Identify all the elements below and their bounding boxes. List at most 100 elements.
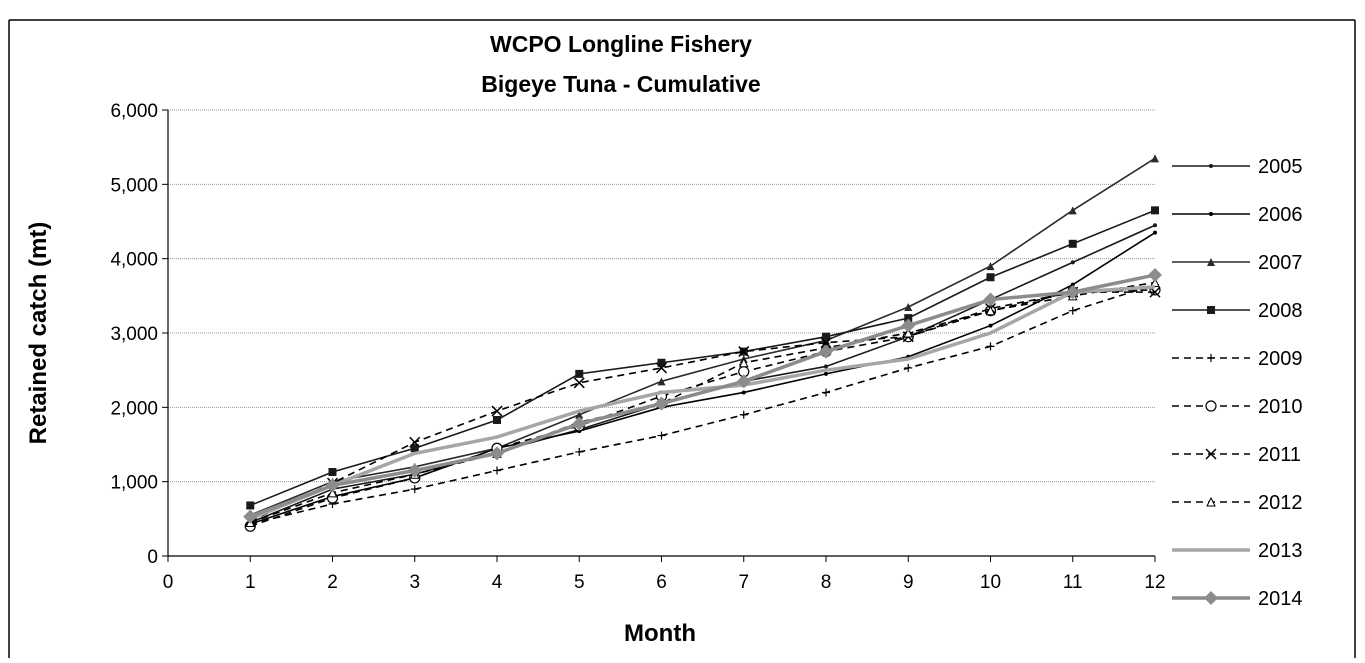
data-point — [904, 302, 913, 311]
legend-item-2008: 2008 — [1172, 300, 1303, 322]
data-point — [901, 318, 916, 333]
data-point — [1068, 239, 1077, 248]
data-point — [575, 410, 584, 419]
data-point — [1205, 400, 1217, 412]
data-point — [988, 323, 993, 328]
data-point — [493, 466, 501, 475]
data-point — [736, 374, 751, 389]
x-tick-label: 2 — [327, 572, 338, 593]
data-point — [575, 369, 584, 378]
data-point — [1207, 258, 1215, 266]
x-tick-labels: 0 1 2 3 4 5 6 7 8 9 10 11 12 — [163, 572, 1166, 593]
data-point — [657, 377, 666, 386]
legend-item-2009: 2009 — [1172, 348, 1303, 370]
series-line — [249, 281, 1156, 524]
x-tick-label: 9 — [903, 572, 914, 593]
axes — [162, 109, 1156, 562]
data-point — [822, 332, 830, 341]
legend-item-2007: 2007 — [1172, 252, 1303, 274]
chart-title-line-2: Bigeye Tuna - Cumulative — [481, 71, 760, 97]
data-point — [983, 292, 998, 307]
x-tick-label: 6 — [656, 572, 667, 593]
series-2005 — [248, 223, 1157, 525]
data-point — [325, 478, 340, 493]
data-point — [657, 358, 666, 367]
data-point — [986, 262, 995, 271]
data-point — [1153, 223, 1157, 228]
x-tick-label: 5 — [574, 572, 585, 593]
data-point — [741, 390, 746, 395]
x-tick-label: 3 — [409, 572, 420, 593]
series-2013 — [249, 285, 1156, 521]
data-point — [1206, 496, 1216, 507]
data-point — [491, 405, 503, 417]
series-line — [249, 285, 1156, 521]
legend-label: 2005 — [1258, 156, 1303, 178]
legend-label: 2012 — [1258, 492, 1303, 514]
data-point — [1205, 448, 1217, 460]
series-line — [249, 231, 1156, 525]
data-point — [410, 485, 419, 494]
data-point — [1065, 285, 1080, 300]
data-point — [738, 357, 749, 368]
data-point — [738, 346, 750, 358]
data-point — [822, 388, 830, 397]
data-point — [572, 416, 587, 431]
x-tick-label: 7 — [738, 572, 749, 593]
gridlines — [168, 109, 1155, 483]
x-tick-label: 4 — [492, 572, 503, 593]
data-point — [903, 327, 914, 338]
data-point — [654, 396, 669, 411]
x-tick-label: 0 — [163, 572, 174, 593]
series-lines — [243, 154, 1162, 532]
legend-label: 2013 — [1258, 540, 1303, 562]
data-point — [739, 410, 748, 419]
data-point — [490, 446, 504, 461]
data-point — [824, 364, 828, 369]
data-point — [1150, 277, 1160, 287]
legend-item-2013: 2013 — [1172, 540, 1303, 562]
series-line — [249, 289, 1156, 528]
series-line — [249, 273, 1156, 519]
data-point — [1151, 154, 1159, 163]
data-point — [820, 337, 832, 349]
data-point — [327, 487, 338, 498]
x-tick-label: 11 — [1063, 572, 1083, 593]
legend-item-2010: 2010 — [1172, 396, 1303, 418]
data-point — [819, 344, 833, 359]
data-point — [985, 305, 996, 316]
legend-label: 2006 — [1258, 204, 1303, 226]
x-tick-label: 10 — [980, 572, 1001, 593]
data-point — [1153, 230, 1157, 235]
data-point — [410, 444, 419, 453]
legend-item-2006: 2006 — [1172, 204, 1303, 226]
x-tick-label: 8 — [821, 572, 832, 593]
data-point — [573, 377, 585, 389]
series-2011 — [244, 286, 1161, 527]
y-tick-label: 3,000 — [110, 324, 158, 345]
y-axis-title: Retained catch (mt) — [25, 222, 52, 445]
data-point — [1209, 164, 1213, 168]
legend-label: 2014 — [1258, 588, 1303, 610]
legend-item-2011: 2011 — [1172, 444, 1301, 466]
data-point — [1068, 306, 1077, 315]
legend-label: 2010 — [1258, 396, 1303, 418]
data-point — [657, 431, 666, 440]
data-point — [1209, 212, 1213, 216]
y-tick-label: 4,000 — [110, 250, 158, 271]
data-point — [1207, 306, 1215, 314]
data-point — [246, 501, 255, 510]
y-tick-label: 2,000 — [110, 398, 158, 419]
x-axis-title: Month — [624, 620, 696, 647]
x-tick-label: 1 — [245, 572, 256, 593]
data-point — [243, 509, 258, 524]
chart-title-line-1: WCPO Longline Fishery — [490, 31, 752, 57]
y-tick-label: 1,000 — [110, 473, 158, 494]
data-point — [1204, 591, 1218, 605]
series-line — [249, 157, 1156, 516]
data-point — [328, 468, 337, 477]
legend-label: 2011 — [1258, 444, 1301, 466]
series-2014 — [243, 268, 1162, 524]
legend: 2005 2006 2007 2008 2009 2010 2011 2012 2013 2014 — [1172, 156, 1303, 610]
